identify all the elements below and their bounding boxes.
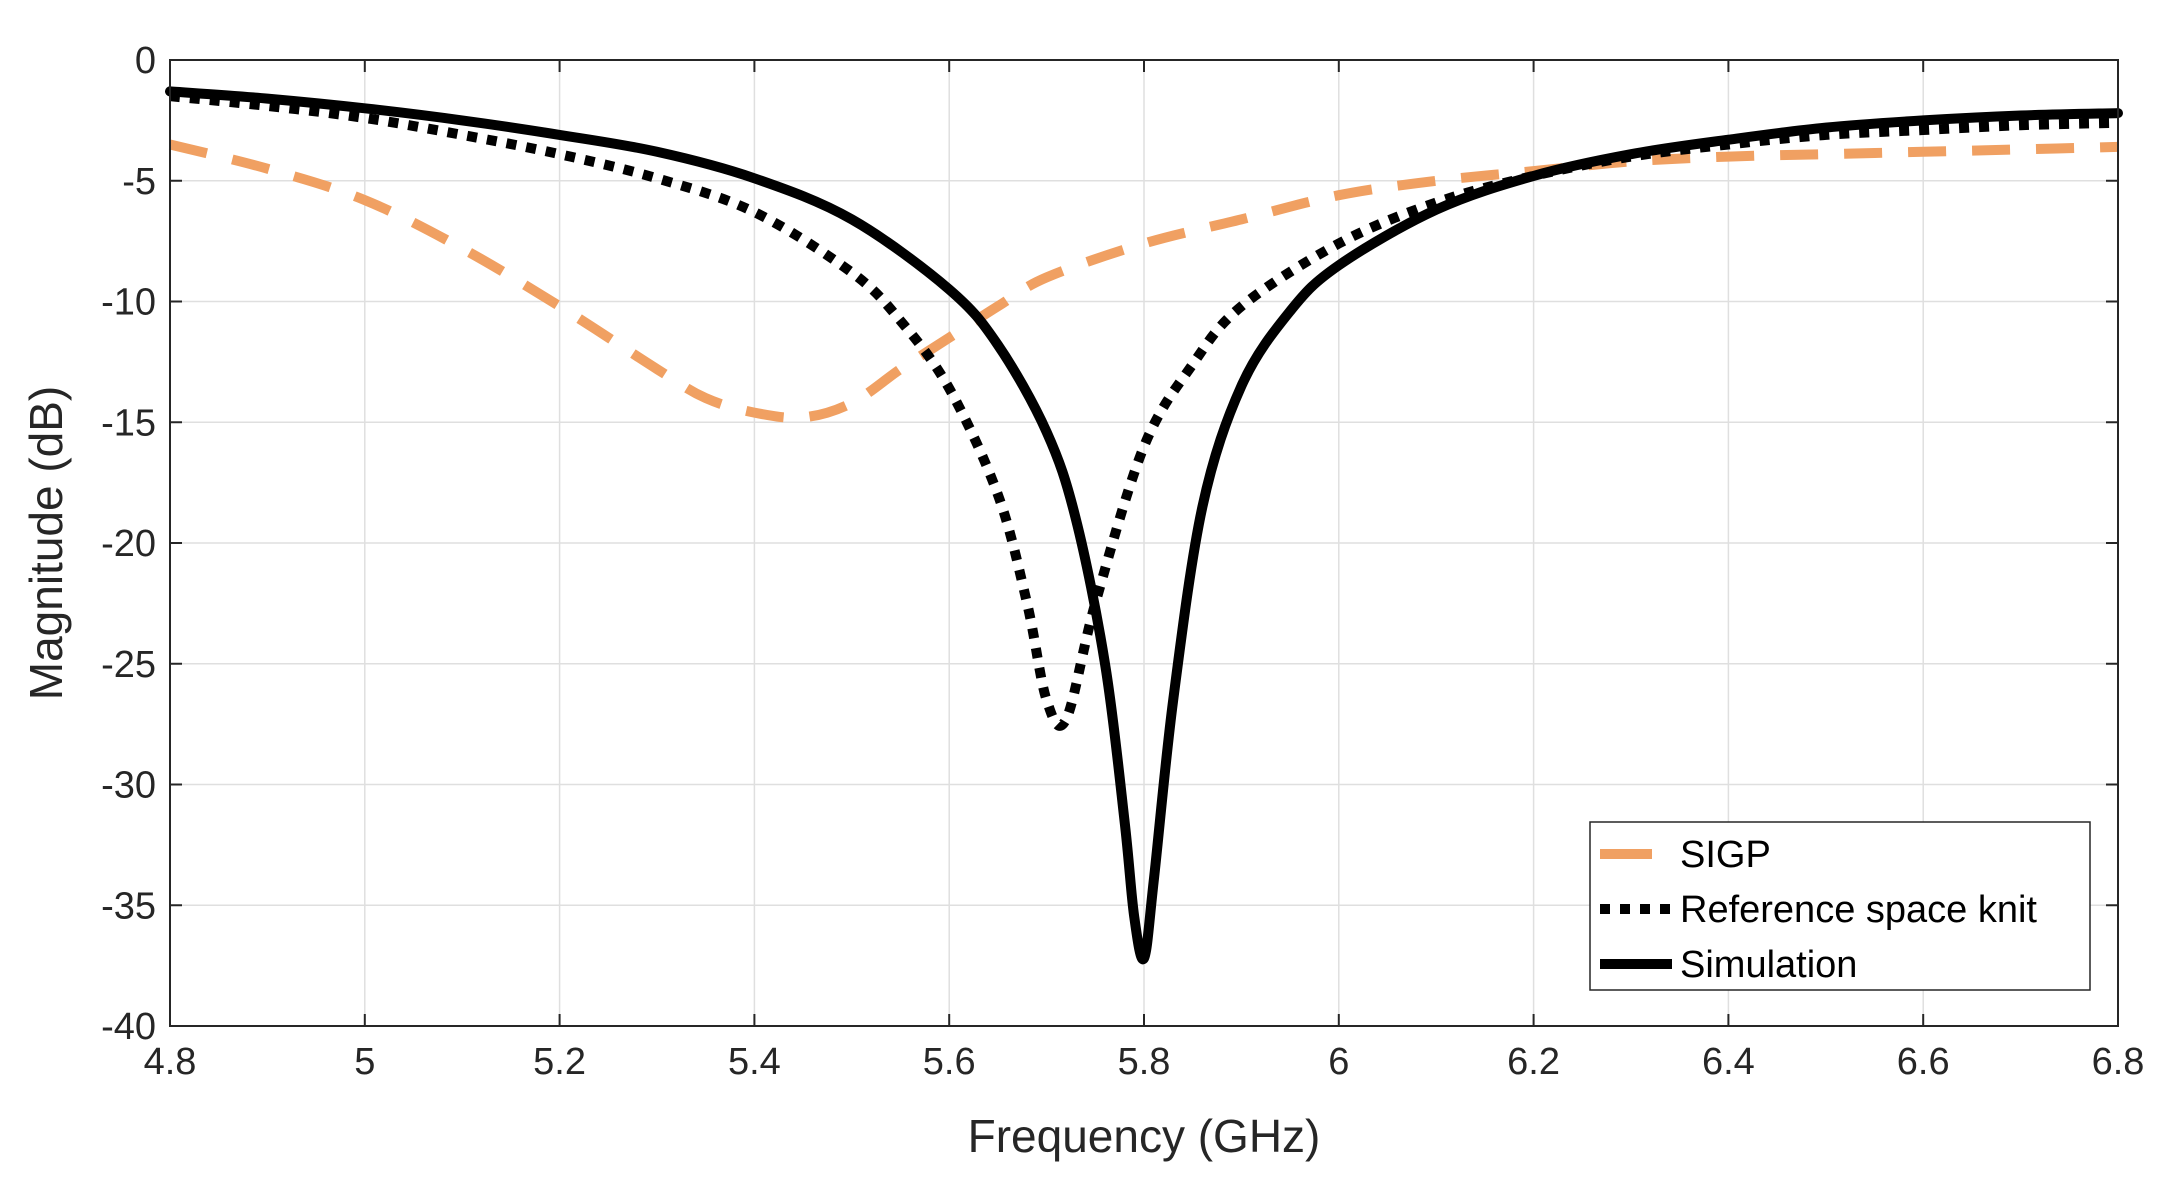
y-axis-title: Magnitude (dB) [20,386,72,701]
x-tick-label: 6.8 [2092,1041,2145,1083]
y-tick-label: -40 [101,1006,156,1048]
legend-label-simulation: Simulation [1680,944,1857,986]
axis-ticks: 4.8 5 5.2 5.4 5.6 5.8 6 6.2 6.4 6.6 6.8 0 -5 -10 -15 -2… [101,40,2144,1083]
y-tick-label: -5 [122,161,156,203]
x-tick-label: 6.6 [1897,1041,1950,1083]
legend-box [1589,821,2091,991]
x-tick-label: 6 [1328,1041,1349,1083]
x-tick-label: 5.4 [728,1041,781,1083]
y-tick-label: -30 [101,765,156,807]
x-axis-title: Frequency (GHz) [968,1110,1321,1162]
x-tick-label: 5.8 [1118,1041,1171,1083]
series-line-sigp [168,139,2119,423]
x-tick-label: 5.6 [923,1041,976,1083]
y-tick-label: -25 [101,644,156,686]
x-tick-label: 6.2 [1507,1041,1560,1083]
y-tick-label: -10 [101,282,156,324]
y-tick-label: -20 [101,523,156,565]
y-tick-label: 0 [135,40,156,82]
series-line-simulation [165,86,2123,965]
series-lines [165,86,2123,965]
x-tick-label: 5 [354,1041,375,1083]
legend-label-reference-space-knit: Reference space knit [1680,889,2037,931]
x-tick-label: 6.4 [1702,1041,1755,1083]
x-tick-label: 4.8 [144,1041,197,1083]
y-tick-label: -15 [101,402,156,444]
legend-label-sigp: SIGP [1680,834,1771,876]
y-tick-label: -35 [101,885,156,927]
x-tick-label: 5.2 [533,1041,586,1083]
legend: SIGP Reference space knit Simulation [1589,821,2091,991]
